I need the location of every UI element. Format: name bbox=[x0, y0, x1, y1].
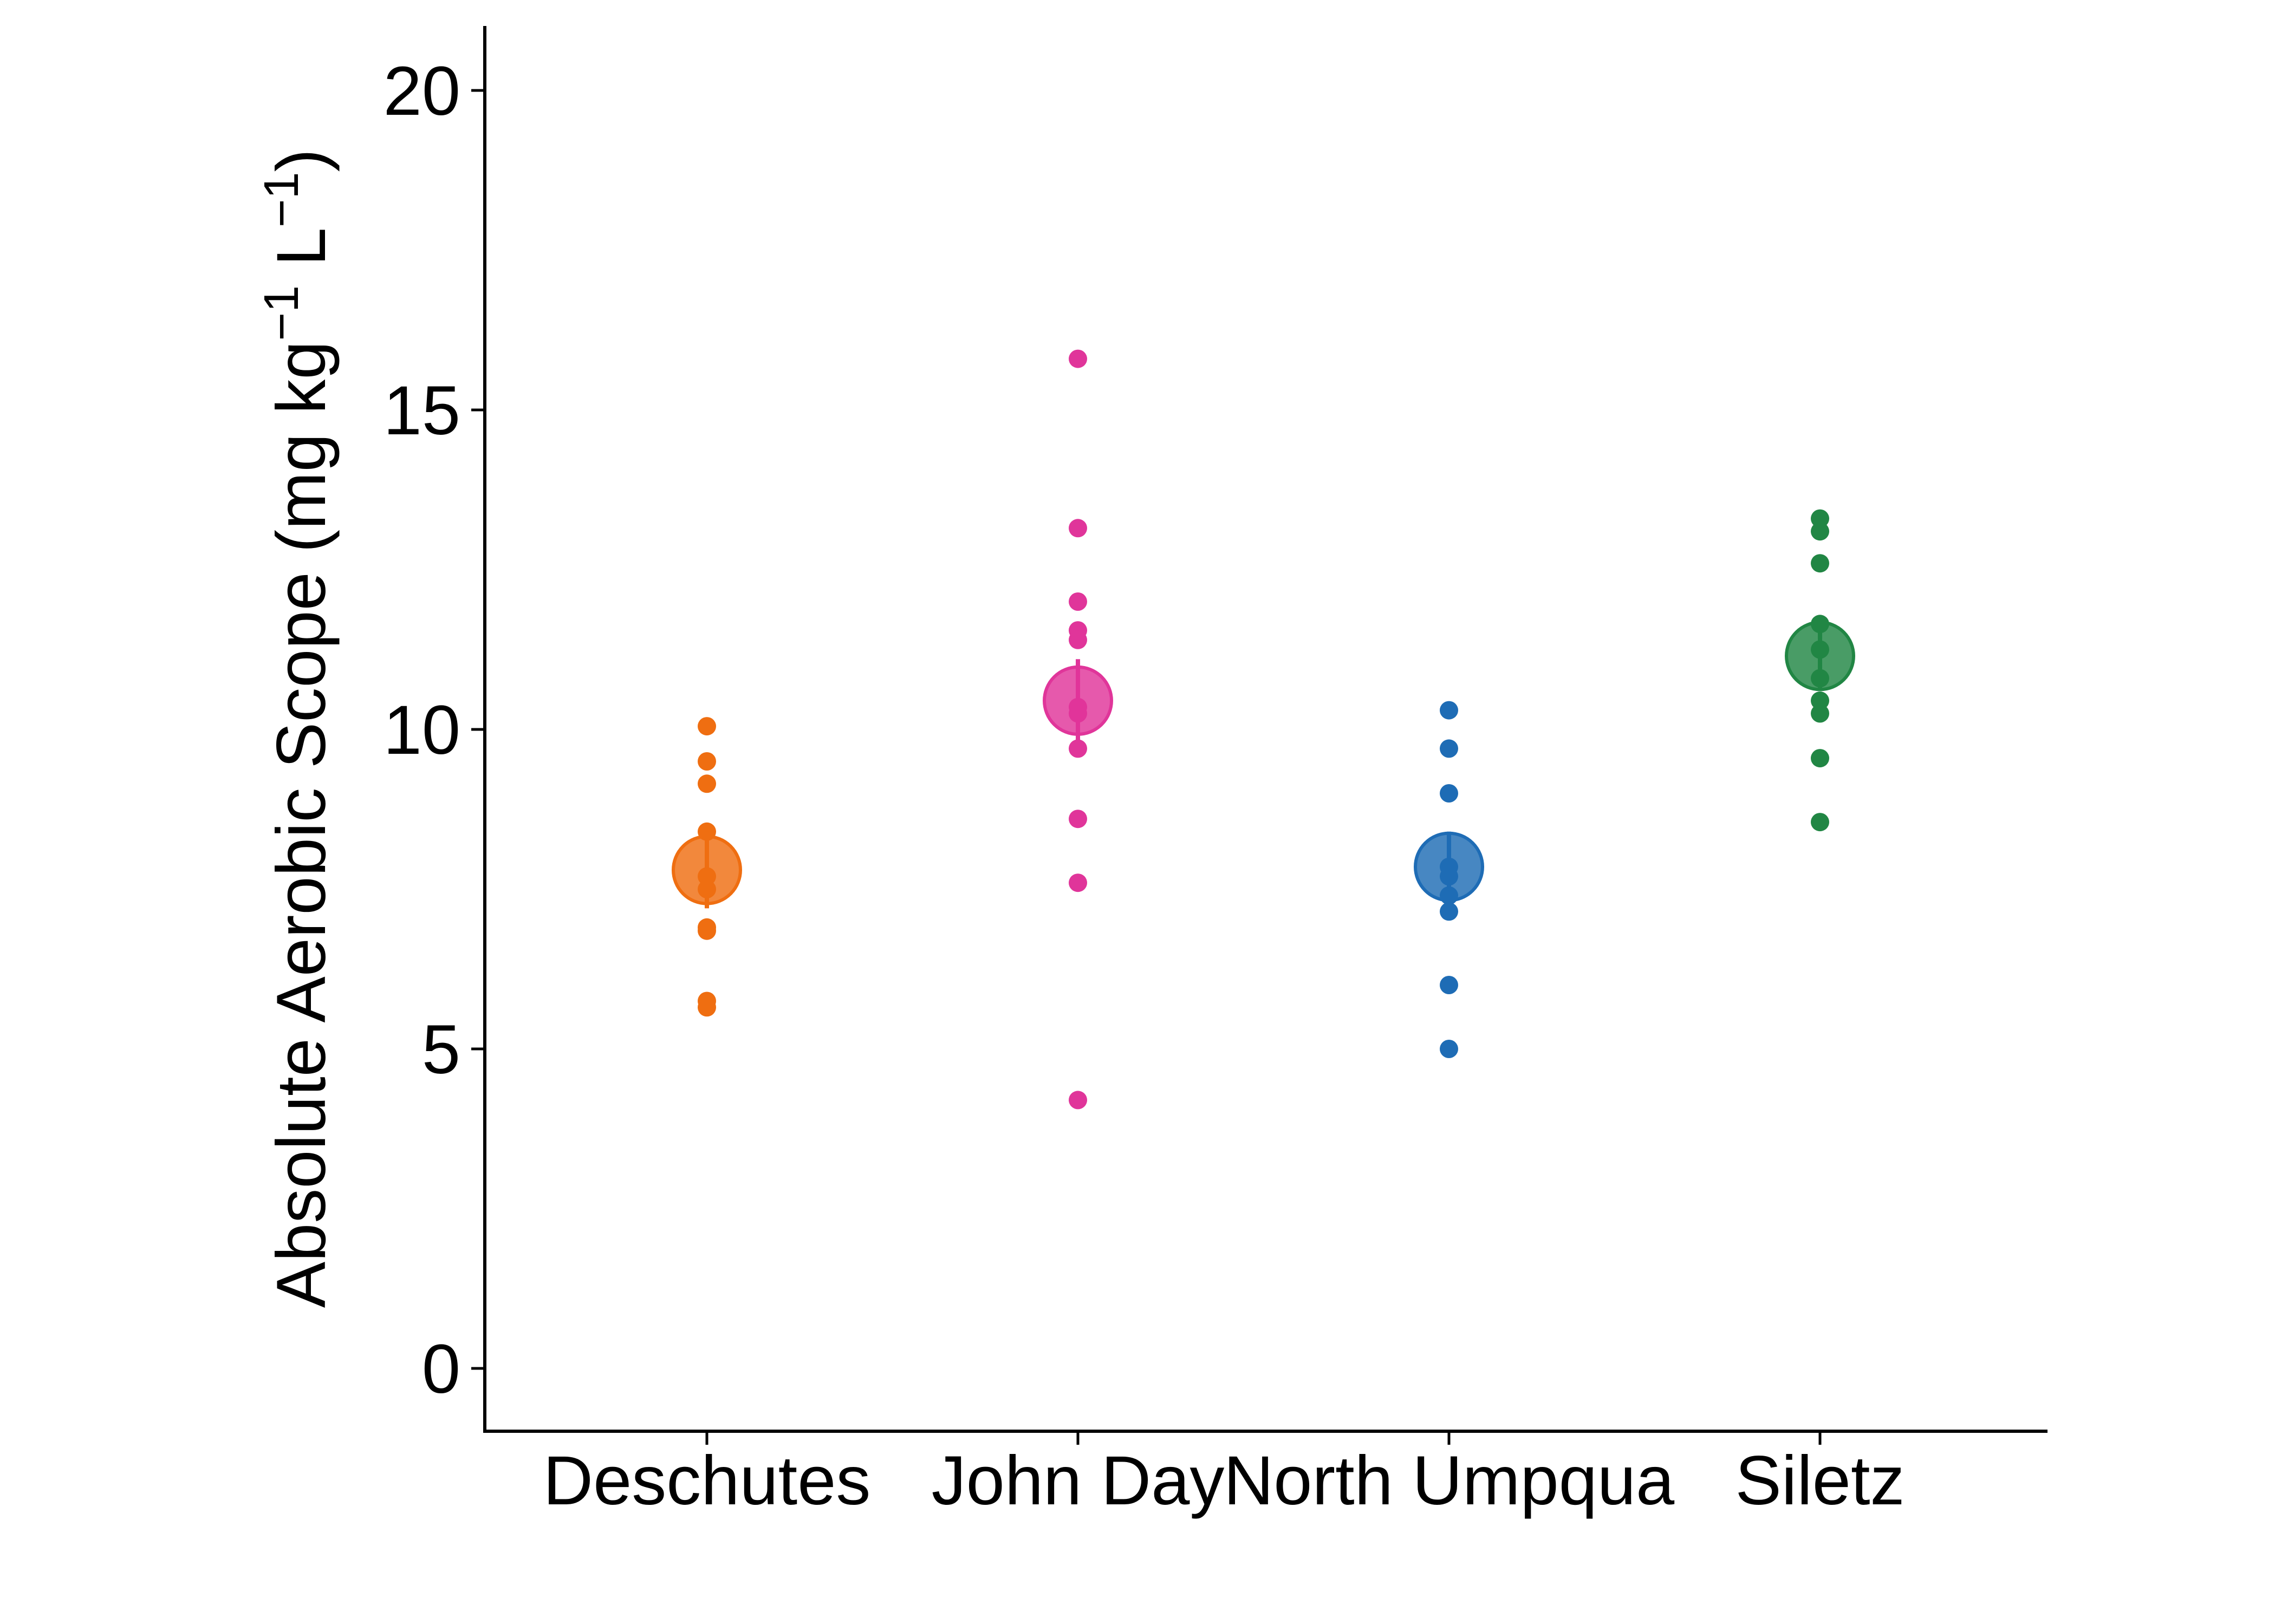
data-point bbox=[1069, 810, 1087, 829]
mean-point bbox=[1785, 621, 1855, 692]
data-point bbox=[1811, 813, 1829, 832]
data-point bbox=[1440, 976, 1458, 994]
series-group bbox=[1785, 509, 1855, 832]
data-point bbox=[698, 717, 716, 736]
series-group bbox=[1043, 349, 1113, 1110]
data-point bbox=[1069, 349, 1087, 368]
y-tick-label: 10 bbox=[384, 692, 460, 769]
y-axis-ticks: 0 5 10 15 20 bbox=[384, 53, 485, 1408]
data-point bbox=[1440, 784, 1458, 803]
data-point bbox=[698, 921, 716, 940]
y-axis-title-sup-1: −1 bbox=[255, 285, 309, 341]
plot-area bbox=[672, 349, 1855, 1110]
data-point bbox=[698, 998, 716, 1017]
data-point bbox=[698, 752, 716, 771]
data-point bbox=[1069, 630, 1087, 649]
data-point bbox=[1069, 873, 1087, 892]
x-tick-label: Deschutes bbox=[543, 1442, 871, 1519]
series-group bbox=[1414, 701, 1484, 1058]
data-point bbox=[1811, 554, 1829, 573]
y-axis-title-close: ) bbox=[263, 149, 340, 172]
data-point bbox=[1811, 509, 1829, 528]
mean-point bbox=[1043, 665, 1113, 736]
data-point bbox=[1811, 522, 1829, 541]
data-point bbox=[1811, 704, 1829, 723]
data-point bbox=[1440, 701, 1458, 720]
y-axis-title-main: Absolute Aerobic Scope (mg kg bbox=[263, 341, 340, 1308]
y-tick-label: 20 bbox=[384, 53, 460, 130]
y-axis-title: Absolute Aerobic Scope (mg kg−1 L−1) bbox=[255, 149, 340, 1308]
data-point bbox=[1069, 739, 1087, 758]
y-tick-label: 0 bbox=[422, 1330, 460, 1408]
data-point bbox=[1440, 1040, 1458, 1058]
data-point bbox=[698, 774, 716, 793]
mean-point bbox=[1414, 831, 1484, 902]
y-axis-title-sup-2: −1 bbox=[255, 172, 309, 227]
data-point bbox=[1811, 749, 1829, 768]
y-tick-label: 5 bbox=[422, 1011, 460, 1088]
x-tick-label: John Day bbox=[932, 1442, 1225, 1519]
data-point bbox=[1440, 902, 1458, 921]
series-group bbox=[672, 717, 742, 1017]
data-point bbox=[1811, 691, 1829, 710]
data-point bbox=[1069, 1091, 1087, 1110]
x-tick-label: North Umpqua bbox=[1224, 1442, 1675, 1519]
y-tick-label: 15 bbox=[384, 372, 460, 449]
data-point bbox=[1069, 519, 1087, 538]
data-point bbox=[1069, 592, 1087, 611]
x-tick-label: Siletz bbox=[1735, 1442, 1905, 1519]
mean-point bbox=[672, 834, 742, 905]
data-point bbox=[1440, 739, 1458, 758]
y-axis-title-unit-l: L bbox=[263, 227, 340, 285]
